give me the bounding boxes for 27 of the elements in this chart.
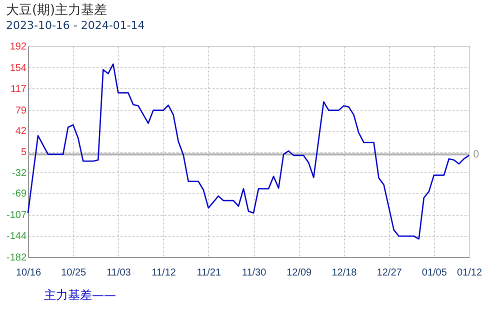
- x-tick-label: 11/03: [106, 268, 132, 278]
- x-tick-label: 12/18: [332, 268, 358, 278]
- y-tick-label: -182: [6, 252, 27, 264]
- text: 主力基差——: [44, 288, 116, 302]
- y-tick-label: -107: [6, 210, 27, 222]
- x-tick-label: 10/16: [16, 268, 42, 278]
- chart-title: 大豆(期)主力基差: [6, 2, 108, 18]
- y-tick-label: -32: [12, 168, 27, 179]
- x-tick-label: 11/21: [196, 268, 222, 278]
- y-tick-label: 42: [15, 126, 27, 138]
- y-tick-label: 79: [15, 105, 27, 116]
- y-tick-label: -144: [6, 231, 27, 242]
- x-tick-label: 01/12: [456, 268, 482, 278]
- x-tick-label: 11/30: [242, 268, 267, 278]
- ref-line-label: 0: [473, 149, 480, 160]
- x-tick-label: 01/05: [422, 268, 448, 278]
- y-tick-label: 192: [10, 42, 27, 52]
- chart-subtitle: 2023-10-16 - 2024-01-14: [6, 19, 145, 32]
- line-series: [27, 63, 470, 240]
- y-tick-label: -69: [12, 188, 27, 200]
- y-tick-label: 154: [10, 62, 27, 74]
- y-tick-label: 117: [10, 84, 27, 95]
- x-tick-label: 11/12: [152, 268, 176, 278]
- x-tick-label: 12/27: [376, 268, 402, 278]
- x-tick-label: 12/09: [286, 268, 312, 278]
- x-tick-label: 10/25: [61, 268, 87, 278]
- y-tick-label: 5: [20, 147, 27, 158]
